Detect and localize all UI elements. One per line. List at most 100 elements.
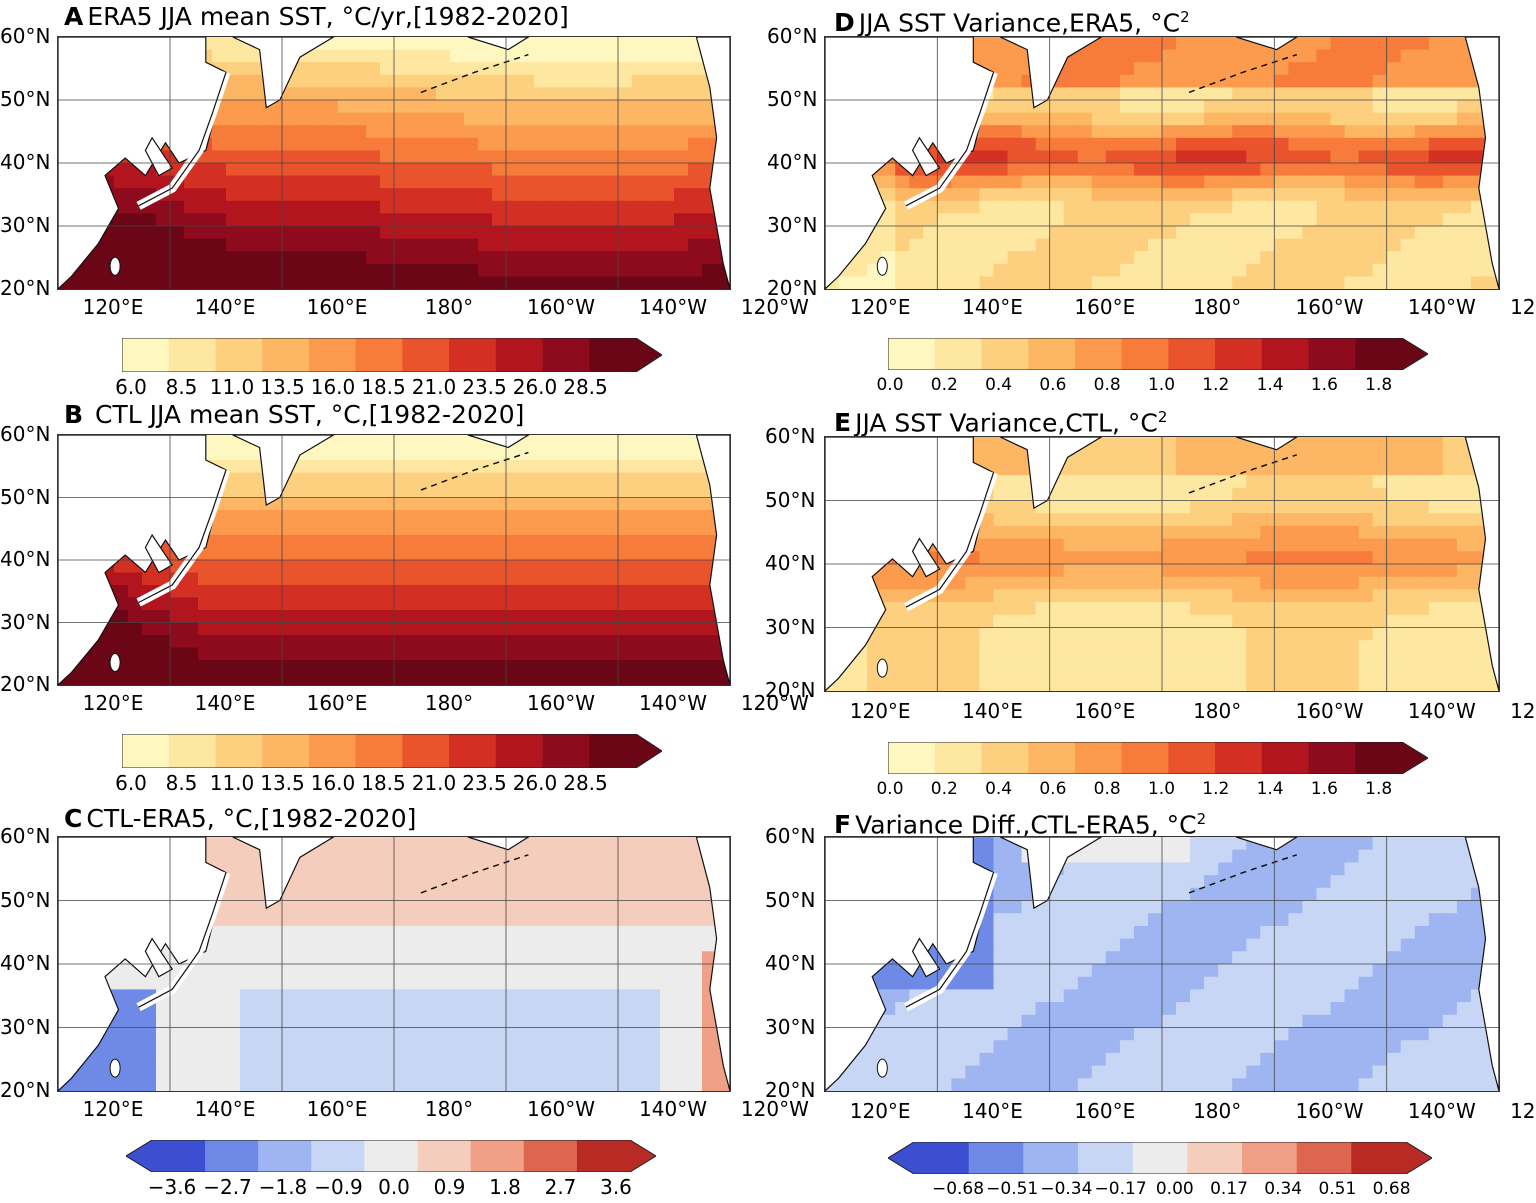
field-cell xyxy=(632,1014,647,1029)
field-cell xyxy=(394,460,409,474)
field-cell xyxy=(380,964,395,978)
field-cell xyxy=(492,472,507,486)
field-cell xyxy=(923,627,938,641)
field-cell xyxy=(254,137,269,151)
colorbar-segment xyxy=(402,338,450,372)
field-cell xyxy=(590,100,605,114)
field-cell xyxy=(254,951,269,965)
field-cell xyxy=(979,449,995,463)
field-cell xyxy=(464,472,479,486)
field-cell xyxy=(1442,226,1458,240)
field-cell xyxy=(1035,213,1051,227)
field-cell xyxy=(492,263,507,277)
field-cell xyxy=(1063,238,1079,252)
field-cell xyxy=(1344,678,1360,691)
field-cell xyxy=(895,627,910,641)
field-cell xyxy=(520,87,535,101)
field-cell xyxy=(1133,665,1149,679)
field-cell xyxy=(1091,226,1107,240)
field-cell xyxy=(464,251,479,265)
field-cell xyxy=(590,964,605,978)
field-cell xyxy=(450,49,465,63)
field-cell xyxy=(1260,87,1275,101)
field-cell xyxy=(296,112,311,126)
field-cell xyxy=(408,1040,423,1054)
field-cell xyxy=(380,188,395,202)
field-cell xyxy=(534,49,549,63)
field-cell xyxy=(240,1078,255,1091)
field-cell xyxy=(226,251,241,265)
field-cell xyxy=(562,1002,577,1016)
field-cell xyxy=(1119,640,1135,654)
field-cell xyxy=(506,510,521,524)
field-cell xyxy=(212,200,227,214)
field-cell xyxy=(1302,100,1317,114)
field-cell xyxy=(618,837,633,851)
field-cell xyxy=(951,614,966,629)
field-cell xyxy=(464,188,479,202)
field-cell xyxy=(240,635,255,649)
field-cell xyxy=(590,238,605,252)
field-cell xyxy=(1260,602,1275,616)
field-cell xyxy=(296,597,311,611)
field-cell xyxy=(1176,525,1191,540)
field-cell xyxy=(1077,238,1093,252)
field-cell xyxy=(632,660,647,674)
field-cell xyxy=(1442,137,1458,151)
field-cell xyxy=(464,913,479,927)
field-cell xyxy=(1176,175,1191,189)
field-cell xyxy=(1358,449,1374,463)
panel-c-unit: °C,[1982-2020] xyxy=(222,804,417,833)
field-cell xyxy=(478,497,493,511)
field-cell xyxy=(394,1078,409,1091)
field-cell xyxy=(1133,238,1149,252)
field-cell xyxy=(380,635,395,649)
field-cell xyxy=(618,112,633,126)
field-cell xyxy=(1316,150,1332,164)
field-cell xyxy=(1330,213,1346,227)
field-cell xyxy=(1330,163,1346,177)
field-cell xyxy=(646,1027,661,1041)
field-cell xyxy=(534,862,549,876)
field-cell xyxy=(562,585,577,599)
field-cell xyxy=(702,125,717,139)
field-cell xyxy=(492,900,507,914)
field-cell xyxy=(408,976,423,990)
field-cell xyxy=(1218,665,1233,679)
field-cell xyxy=(1456,627,1472,641)
field-cell xyxy=(338,535,353,549)
field-cell xyxy=(1119,238,1135,252)
field-cell xyxy=(450,276,465,289)
field-cell xyxy=(1470,137,1486,151)
field-cell xyxy=(646,951,661,965)
field-cell xyxy=(1442,576,1458,590)
field-cell xyxy=(296,150,311,164)
field-cell xyxy=(688,251,703,265)
field-cell xyxy=(478,547,493,561)
field-cell xyxy=(1190,37,1205,51)
field-cell xyxy=(548,1027,563,1041)
field-cell xyxy=(352,622,367,636)
field-cell xyxy=(660,37,675,51)
field-cell xyxy=(478,200,493,214)
field-cell xyxy=(604,226,619,240)
field-cell xyxy=(562,610,577,624)
field-cell xyxy=(618,263,633,277)
field-cell xyxy=(436,472,451,486)
field-cell xyxy=(702,1014,717,1029)
field-cell xyxy=(114,163,129,177)
field-cell xyxy=(562,535,577,549)
field-cell xyxy=(128,263,143,277)
field-cell xyxy=(296,875,311,889)
field-cell xyxy=(1414,475,1430,489)
field-cell xyxy=(1288,251,1303,265)
field-cell xyxy=(1063,487,1079,502)
field-cell xyxy=(198,647,213,661)
field-cell xyxy=(268,238,283,252)
field-cell xyxy=(1190,188,1205,202)
field-cell xyxy=(576,522,591,536)
field-cell xyxy=(1470,125,1486,139)
field-cell xyxy=(1442,564,1458,578)
field-cell xyxy=(184,660,199,674)
field-cell xyxy=(1190,551,1205,565)
